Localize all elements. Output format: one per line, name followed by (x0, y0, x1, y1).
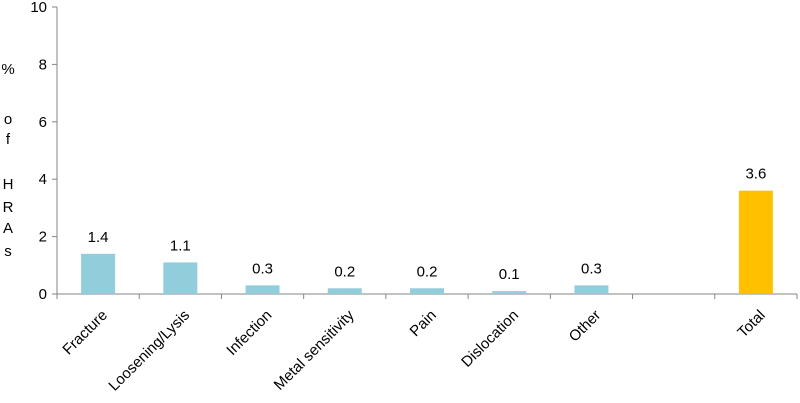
data-label: 0.2 (334, 263, 355, 280)
bar-fracture (81, 253, 116, 294)
bar-infection (245, 285, 280, 294)
data-labels: 1.4 1.1 0.3 0.2 0.2 0.1 0.3 3.6 (88, 166, 767, 283)
bar-metal-sensitivity (327, 288, 362, 294)
bar-loosening-lysis (163, 262, 198, 294)
y-tick-label: 2 (39, 229, 47, 246)
category-label: Fracture (59, 307, 111, 359)
bar-pain (410, 288, 444, 294)
data-label: 1.4 (88, 229, 109, 246)
axes (56, 7, 798, 299)
data-label: 0.1 (499, 266, 520, 283)
y-axis-label-letter: % (1, 61, 14, 78)
category-label: Dislocation (458, 307, 522, 371)
category-label: Pain (407, 307, 440, 340)
category-label: Metal sensitivity (271, 306, 358, 393)
category-label: Total (734, 307, 768, 341)
bar-dislocation (492, 291, 527, 294)
y-tick-label: 10 (30, 0, 47, 16)
y-axis-label-letter: H (3, 176, 14, 193)
data-label: 0.2 (417, 263, 438, 280)
category-label: Loosening/Lysis (105, 307, 193, 395)
category-label: Other (566, 307, 605, 346)
y-tick-label: 8 (39, 56, 47, 73)
bars (81, 190, 773, 294)
y-tick-label: 6 (39, 114, 47, 131)
y-axis-label-letter: A (3, 220, 13, 237)
y-axis-label-letter: R (3, 199, 14, 216)
y-axis-label-letter: f (6, 131, 11, 148)
bar-total (738, 190, 773, 294)
y-axis-label-letter: s (4, 243, 12, 260)
y-tick-label: 0 (39, 286, 47, 303)
data-label: 1.1 (170, 237, 191, 254)
y-axis-ticks: 0 2 4 6 8 10 (30, 0, 57, 303)
bar-other (574, 285, 609, 294)
y-tick-label: 4 (39, 171, 47, 188)
y-axis-label-letter: o (4, 111, 12, 128)
data-label: 0.3 (581, 260, 602, 277)
data-label: 0.3 (252, 260, 273, 277)
data-label: 3.6 (745, 166, 766, 183)
category-label: Infection (223, 307, 275, 359)
